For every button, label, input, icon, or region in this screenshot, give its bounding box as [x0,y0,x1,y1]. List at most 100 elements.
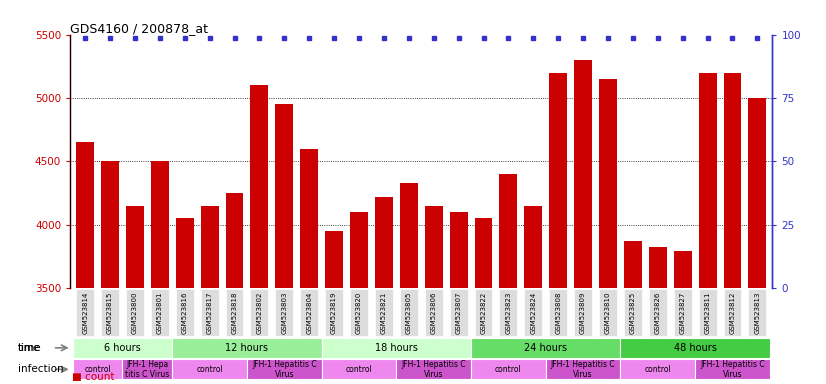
FancyBboxPatch shape [475,289,492,336]
FancyBboxPatch shape [275,289,293,336]
FancyBboxPatch shape [126,289,144,336]
Bar [500,174,517,384]
Text: control: control [495,365,522,374]
FancyBboxPatch shape [73,338,173,358]
Text: JFH-1 Hepatitis C
Virus: JFH-1 Hepatitis C Virus [401,360,466,379]
Text: GSM523827: GSM523827 [680,291,686,334]
FancyBboxPatch shape [471,359,546,379]
Bar [699,73,716,384]
Text: GSM523811: GSM523811 [705,291,710,334]
FancyBboxPatch shape [350,289,368,336]
FancyBboxPatch shape [724,289,742,336]
Bar [400,183,418,384]
Bar [201,205,219,384]
Bar [425,205,443,384]
Text: control: control [345,365,373,374]
Bar [225,193,244,384]
Bar [76,142,94,384]
FancyBboxPatch shape [624,289,642,336]
Text: JFH-1 Hepatitis C
Virus: JFH-1 Hepatitis C Virus [252,360,316,379]
Bar [549,73,567,384]
FancyBboxPatch shape [695,359,770,379]
Text: GSM523813: GSM523813 [754,291,761,334]
Text: GSM523808: GSM523808 [555,291,561,334]
Text: 18 hours: 18 hours [375,343,418,353]
FancyBboxPatch shape [176,289,194,336]
Bar [101,161,119,384]
FancyBboxPatch shape [449,289,468,336]
Text: GSM523803: GSM523803 [282,291,287,334]
Text: GSM523807: GSM523807 [456,291,462,334]
Text: GSM523820: GSM523820 [356,291,362,334]
FancyBboxPatch shape [247,359,321,379]
Text: GSM523805: GSM523805 [406,291,412,334]
FancyBboxPatch shape [396,359,471,379]
Text: infection: infection [17,364,63,374]
FancyBboxPatch shape [201,289,219,336]
Text: GSM523819: GSM523819 [331,291,337,334]
Text: GSM523823: GSM523823 [506,291,511,334]
FancyBboxPatch shape [151,289,169,336]
FancyBboxPatch shape [250,289,268,336]
FancyBboxPatch shape [173,359,247,379]
Bar [275,104,293,384]
FancyBboxPatch shape [549,289,567,336]
Text: GSM523817: GSM523817 [206,291,212,334]
FancyBboxPatch shape [748,289,767,336]
Bar [748,98,767,384]
FancyBboxPatch shape [101,289,119,336]
Text: GDS4160 / 200878_at: GDS4160 / 200878_at [70,22,208,35]
Text: control: control [197,365,223,374]
FancyBboxPatch shape [122,359,173,379]
Bar [350,212,368,384]
FancyBboxPatch shape [599,289,617,336]
FancyBboxPatch shape [620,338,770,358]
Text: GSM523821: GSM523821 [381,291,387,334]
Text: control: control [644,365,672,374]
FancyBboxPatch shape [225,289,244,336]
FancyBboxPatch shape [699,289,716,336]
FancyBboxPatch shape [325,289,343,336]
Bar [250,85,268,384]
Text: time: time [17,343,41,353]
Bar [375,197,393,384]
Bar [325,231,343,384]
Text: 12 hours: 12 hours [225,343,268,353]
FancyBboxPatch shape [500,289,517,336]
FancyBboxPatch shape [648,289,667,336]
FancyBboxPatch shape [321,338,471,358]
Text: GSM523801: GSM523801 [157,291,163,334]
Text: GSM523822: GSM523822 [481,291,487,334]
Bar [176,218,194,384]
Text: GSM523815: GSM523815 [107,291,113,334]
FancyBboxPatch shape [525,289,542,336]
Bar [525,205,542,384]
Bar [126,205,144,384]
Text: 6 hours: 6 hours [104,343,141,353]
Text: time: time [17,343,40,353]
Bar [648,247,667,384]
FancyBboxPatch shape [400,289,418,336]
Text: JFH-1 Hepatitis C
Virus: JFH-1 Hepatitis C Virus [700,360,765,379]
FancyBboxPatch shape [375,289,393,336]
Bar [449,212,468,384]
Text: GSM523814: GSM523814 [82,291,88,334]
Text: 48 hours: 48 hours [674,343,717,353]
Bar [624,241,642,384]
FancyBboxPatch shape [674,289,691,336]
FancyBboxPatch shape [73,359,122,379]
Text: JFH-1 Hepatitis C
Virus: JFH-1 Hepatitis C Virus [551,360,615,379]
Bar [574,60,592,384]
Bar [599,79,617,384]
FancyBboxPatch shape [301,289,318,336]
Text: GSM523818: GSM523818 [231,291,238,334]
Text: GSM523826: GSM523826 [655,291,661,334]
FancyBboxPatch shape [173,338,321,358]
Text: GSM523824: GSM523824 [530,291,536,334]
FancyBboxPatch shape [546,359,620,379]
Bar [674,251,691,384]
Text: GSM523802: GSM523802 [256,291,263,334]
Bar [151,161,169,384]
Text: GSM523812: GSM523812 [729,291,735,334]
FancyBboxPatch shape [471,338,620,358]
